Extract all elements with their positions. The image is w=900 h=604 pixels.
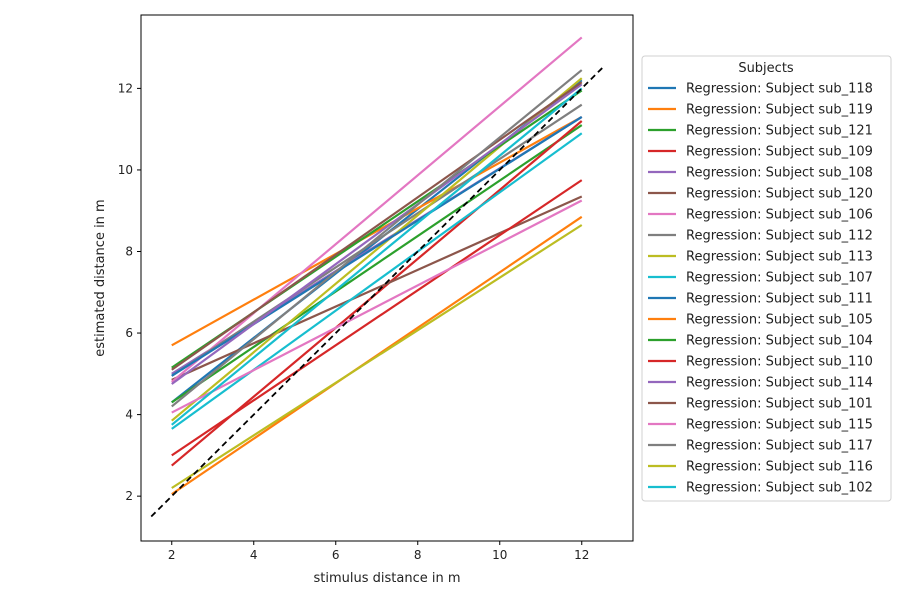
series-line-17 bbox=[171, 199, 583, 414]
legend-label: Regression: Subject sub_119 bbox=[686, 103, 873, 118]
x-tick-label: 12 bbox=[574, 548, 589, 562]
series-line-3 bbox=[171, 124, 583, 404]
y-tick-label: 10 bbox=[118, 163, 133, 177]
plot-area-frame bbox=[140, 14, 634, 542]
legend-box bbox=[641, 55, 892, 502]
legend-label: Regression: Subject sub_105 bbox=[686, 313, 873, 328]
series-line-2 bbox=[171, 115, 583, 347]
series-line-6 bbox=[171, 195, 583, 381]
y-tick-label: 4 bbox=[125, 408, 133, 422]
series-line-19 bbox=[171, 224, 583, 489]
legend-label: Regression: Subject sub_116 bbox=[686, 460, 873, 475]
legend-label: Regression: Subject sub_104 bbox=[686, 334, 873, 349]
legend-label: Regression: Subject sub_120 bbox=[686, 187, 873, 202]
y-tick-label: 8 bbox=[125, 244, 133, 258]
reference-line bbox=[150, 67, 603, 518]
series-line-4 bbox=[171, 120, 583, 467]
legend-label: Regression: Subject sub_118 bbox=[686, 82, 873, 97]
legend-label: Regression: Subject sub_117 bbox=[686, 439, 873, 454]
legend-label: Regression: Subject sub_109 bbox=[686, 145, 873, 160]
legend-label: Regression: Subject sub_107 bbox=[686, 271, 873, 286]
plot-lines bbox=[150, 36, 603, 518]
legend-label: Regression: Subject sub_121 bbox=[686, 124, 873, 139]
x-tick-label: 8 bbox=[414, 548, 422, 562]
legend-label: Regression: Subject sub_111 bbox=[686, 292, 873, 307]
series-line-16 bbox=[171, 81, 583, 371]
series-line-14 bbox=[171, 179, 583, 457]
y-axis-label: estimated distance in m bbox=[93, 199, 108, 356]
x-axis-ticks: 2 4 6 8 10 12 bbox=[168, 541, 589, 562]
y-tick-label: 12 bbox=[118, 81, 133, 95]
y-axis-ticks: 2 4 6 8 10 12 bbox=[118, 81, 141, 503]
legend-label: Regression: Subject sub_101 bbox=[686, 397, 873, 412]
y-tick-label: 6 bbox=[125, 326, 133, 340]
legend-label: Regression: Subject sub_115 bbox=[686, 418, 873, 433]
legend-label: Regression: Subject sub_108 bbox=[686, 166, 873, 181]
legend-label: Regression: Subject sub_106 bbox=[686, 208, 873, 223]
x-tick-label: 10 bbox=[492, 548, 507, 562]
x-tick-label: 2 bbox=[168, 548, 176, 562]
legend-label: Regression: Subject sub_113 bbox=[686, 250, 873, 265]
x-axis-label: stimulus distance in m bbox=[313, 571, 460, 586]
legend-items: Regression: Subject sub_118 Regression: S… bbox=[648, 82, 873, 496]
legend: Subjects Regression: Subject sub_118Regr… bbox=[641, 55, 892, 502]
series-line-15 bbox=[171, 83, 583, 385]
legend-label: Regression: Subject sub_110 bbox=[686, 355, 873, 370]
legend-label: Regression: Subject sub_112 bbox=[686, 229, 873, 244]
series-line-18 bbox=[171, 69, 583, 408]
series-line-8 bbox=[171, 103, 583, 377]
legend-title: Subjects bbox=[738, 61, 794, 76]
y-tick-label: 2 bbox=[125, 489, 133, 503]
series-line-7 bbox=[171, 36, 583, 383]
series-line-11 bbox=[171, 116, 583, 377]
legend-label: Regression: Subject sub_114 bbox=[686, 376, 873, 391]
x-tick-label: 4 bbox=[250, 548, 258, 562]
series-line-10 bbox=[171, 132, 583, 430]
x-tick-label: 6 bbox=[332, 548, 340, 562]
legend-label: Regression: Subject sub_102 bbox=[686, 481, 873, 496]
series-line-20 bbox=[171, 87, 583, 426]
